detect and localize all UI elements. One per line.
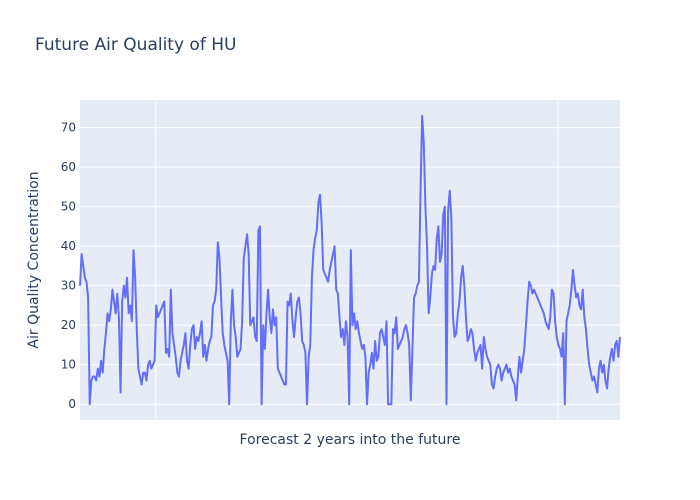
y-tick-label: 70	[61, 121, 76, 135]
chart-title: Future Air Quality of HU	[35, 35, 236, 55]
y-tick-label: 40	[61, 239, 76, 253]
y-axis-title: Air Quality Concentration	[26, 171, 42, 348]
y-tick-label: 30	[61, 279, 76, 293]
y-tick-label: 50	[61, 200, 76, 214]
y-tick-labels: 0 10 20 30 40 50 60 70	[61, 121, 76, 412]
y-tick-label: 60	[61, 160, 76, 174]
y-tick-label: 20	[61, 318, 76, 332]
y-tick-label: 0	[68, 397, 76, 411]
x-axis-title: Forecast 2 years into the future	[240, 432, 461, 448]
series-line	[79, 114, 621, 406]
y-tick-label: 10	[61, 358, 76, 372]
